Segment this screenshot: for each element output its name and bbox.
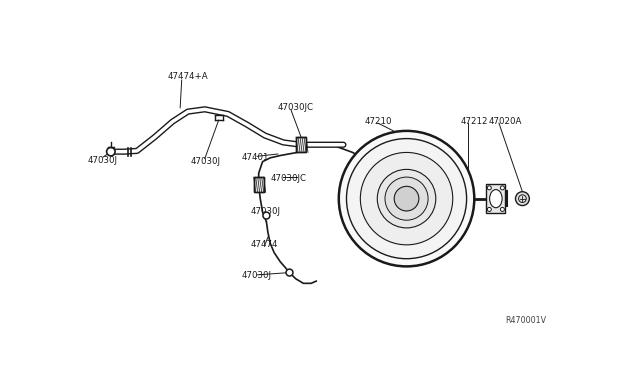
Text: 47030J: 47030J xyxy=(251,207,281,216)
Circle shape xyxy=(286,269,293,276)
Circle shape xyxy=(378,169,436,228)
Circle shape xyxy=(385,177,428,220)
Circle shape xyxy=(500,208,504,211)
Bar xyxy=(253,177,264,192)
Text: 47401: 47401 xyxy=(242,153,269,162)
Text: 47020A: 47020A xyxy=(488,117,522,126)
Ellipse shape xyxy=(490,190,502,208)
Text: 47030JC: 47030JC xyxy=(270,174,307,183)
Bar xyxy=(486,184,506,213)
Text: R470001V: R470001V xyxy=(505,316,546,325)
Circle shape xyxy=(263,212,270,219)
Bar xyxy=(296,137,306,153)
Circle shape xyxy=(487,186,492,190)
Bar xyxy=(296,137,306,153)
Text: 47474: 47474 xyxy=(251,240,278,249)
Circle shape xyxy=(500,186,504,190)
Circle shape xyxy=(107,147,115,156)
Circle shape xyxy=(339,131,474,266)
Circle shape xyxy=(394,186,419,211)
Bar xyxy=(253,177,264,192)
Text: 47030J: 47030J xyxy=(242,271,272,280)
Text: 47030JC: 47030JC xyxy=(278,103,314,112)
Circle shape xyxy=(360,153,452,245)
Circle shape xyxy=(487,208,492,211)
Text: 47030J: 47030J xyxy=(88,155,118,165)
Circle shape xyxy=(346,139,467,259)
Circle shape xyxy=(515,192,529,206)
Text: 47210: 47210 xyxy=(365,117,392,126)
Text: 47212: 47212 xyxy=(460,117,488,126)
Text: 47474+A: 47474+A xyxy=(168,73,209,81)
Text: 47030J: 47030J xyxy=(191,157,221,166)
